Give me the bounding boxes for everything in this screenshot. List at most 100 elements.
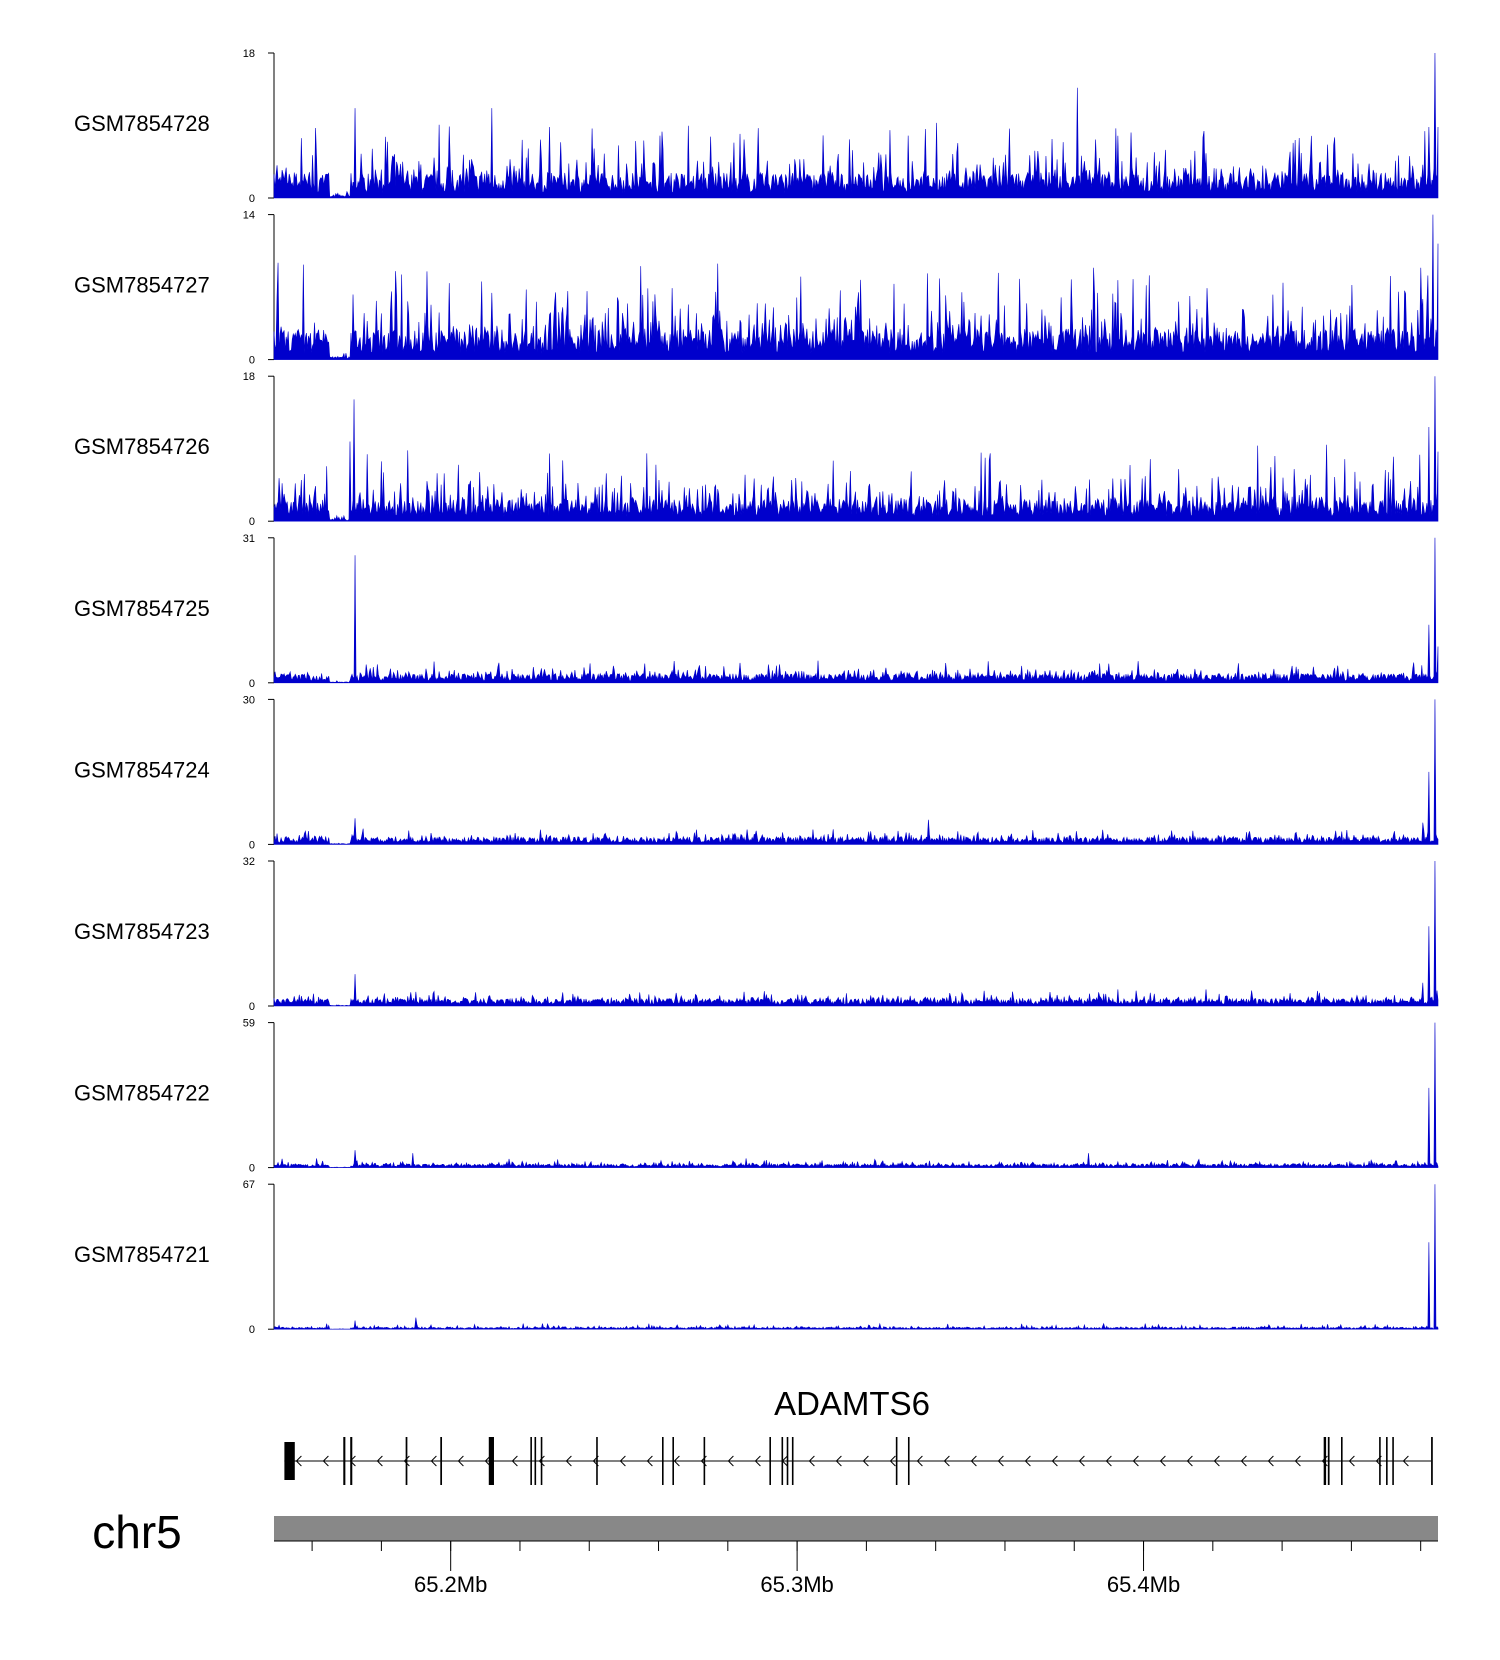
gene-exon	[1327, 1437, 1330, 1485]
y-max-label: 18	[243, 48, 255, 60]
strand-arrow-icon	[403, 1455, 410, 1467]
strand-arrow-icon	[619, 1455, 626, 1467]
y-min-label: 0	[249, 516, 255, 528]
strand-arrow-icon	[295, 1455, 302, 1467]
coverage-area	[273, 52, 1439, 199]
gene-exon	[769, 1437, 771, 1485]
strand-arrow-icon	[943, 1455, 950, 1467]
gene-exon	[781, 1437, 784, 1485]
y-min-label: 0	[249, 1163, 255, 1175]
strand-arrow-icon	[1159, 1455, 1166, 1467]
gene-exon	[596, 1437, 598, 1485]
gene-track: ADAMTS6	[284, 1385, 1433, 1485]
chromosome-ideogram-bar	[274, 1516, 1438, 1541]
gene-exon	[440, 1437, 443, 1485]
strand-arrow-icon	[484, 1455, 491, 1467]
track-label: GSM7854722	[74, 1081, 210, 1106]
y-max-label: 59	[243, 1018, 255, 1030]
coverage-tracks: GSM7854728180GSM7854727140GSM7854726180G…	[74, 48, 1439, 1336]
strand-arrow-icon	[1213, 1455, 1220, 1467]
track-GSM7854727: GSM7854727 14 0	[74, 210, 1439, 367]
track-label: GSM7854727	[74, 273, 210, 298]
gene-structure	[284, 1437, 1433, 1485]
strand-arrow-icon	[322, 1455, 329, 1467]
coverage-area	[273, 699, 1439, 845]
gene-exon	[405, 1437, 408, 1485]
chromosome-axis: chr5 65.2Mb 65.3Mb 65.4Mb	[92, 1506, 1438, 1597]
y-max-label: 32	[243, 856, 255, 868]
gene-exon	[1379, 1437, 1381, 1485]
coverage-area	[273, 860, 1439, 1007]
strand-arrow-icon	[1105, 1455, 1112, 1467]
track-GSM7854722: GSM7854722 59 0	[74, 1018, 1439, 1175]
strand-arrow-icon	[1051, 1455, 1058, 1467]
chromosome-label: chr5	[92, 1506, 181, 1558]
track-GSM7854728: GSM7854728 18 0	[74, 48, 1439, 205]
gene-exon	[1386, 1437, 1388, 1485]
strand-arrow-icon	[916, 1455, 923, 1467]
track-GSM7854725: GSM7854725 31 0	[74, 533, 1439, 690]
strand-arrow-icon	[1132, 1455, 1139, 1467]
track-GSM7854723: GSM7854723 32 0	[74, 856, 1439, 1013]
coverage-area	[273, 376, 1439, 522]
gene-exon	[343, 1437, 346, 1485]
y-max-label: 67	[243, 1179, 255, 1191]
track-label: GSM7854724	[74, 757, 210, 782]
track-label: GSM7854723	[74, 919, 210, 944]
strand-arrow-icon	[538, 1455, 545, 1467]
gene-exon	[534, 1437, 537, 1485]
track-GSM7854721: GSM7854721 67 0	[74, 1179, 1439, 1336]
strand-arrow-icon	[727, 1455, 734, 1467]
y-max-label: 18	[243, 371, 255, 383]
strand-arrow-icon	[1240, 1455, 1247, 1467]
gene-exon	[662, 1437, 664, 1485]
strand-arrow-icon	[1078, 1455, 1085, 1467]
gene-exon	[672, 1437, 674, 1485]
strand-arrow-icon	[511, 1455, 518, 1467]
strand-arrow-icon	[835, 1455, 842, 1467]
gene-exon	[791, 1437, 794, 1485]
track-label: GSM7854726	[74, 434, 210, 459]
strand-arrow-icon	[646, 1455, 653, 1467]
gene-name-label: ADAMTS6	[774, 1385, 930, 1422]
strand-arrow-icon	[457, 1455, 464, 1467]
genomic-axis: 65.2Mb 65.3Mb 65.4Mb	[274, 1540, 1438, 1597]
strand-arrow-icon	[970, 1455, 977, 1467]
strand-arrow-icon	[430, 1455, 437, 1467]
y-min-label: 0	[249, 1324, 255, 1336]
gene-exon	[1323, 1437, 1327, 1485]
strand-arrow-icon	[1267, 1455, 1274, 1467]
gene-exon	[540, 1437, 543, 1485]
coverage-area	[273, 1184, 1439, 1330]
strand-arrow-icon	[754, 1455, 761, 1467]
strand-arrow-icon	[565, 1455, 572, 1467]
gene-exon	[284, 1442, 295, 1480]
strand-arrow-icon	[1186, 1455, 1193, 1467]
coverage-area	[273, 1022, 1439, 1168]
gene-exon	[1431, 1437, 1433, 1485]
strand-arrow-icon	[862, 1455, 869, 1467]
strand-arrow-icon	[376, 1455, 383, 1467]
y-max-label: 14	[243, 210, 255, 222]
gene-exon	[530, 1437, 532, 1485]
gene-exon	[488, 1437, 494, 1485]
track-GSM7854724: GSM7854724 30 0	[74, 694, 1439, 851]
strand-arrow-icon	[1294, 1455, 1301, 1467]
track-label: GSM7854728	[74, 111, 210, 136]
gene-exon	[786, 1437, 789, 1485]
strand-arrow-icon	[673, 1455, 680, 1467]
y-max-label: 30	[243, 694, 255, 706]
strand-arrow-icon	[889, 1455, 896, 1467]
axis-tick-label: 65.3Mb	[760, 1572, 833, 1597]
strand-arrow-icon	[997, 1455, 1004, 1467]
track-label: GSM7854725	[74, 596, 210, 621]
gene-exon	[895, 1437, 898, 1485]
strand-arrow-icon	[1024, 1455, 1031, 1467]
y-min-label: 0	[249, 193, 255, 205]
y-min-label: 0	[249, 678, 255, 690]
y-min-label: 0	[249, 839, 255, 851]
strand-arrow-icon	[808, 1455, 815, 1467]
track-GSM7854726: GSM7854726 18 0	[74, 371, 1439, 528]
axis-tick-label: 65.2Mb	[414, 1572, 487, 1597]
